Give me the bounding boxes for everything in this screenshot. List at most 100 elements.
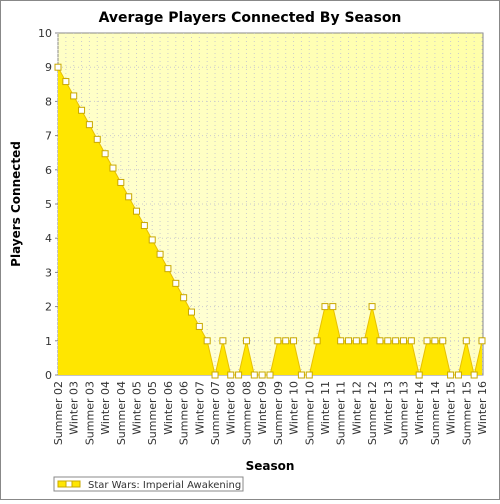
marker bbox=[415, 371, 423, 379]
marker bbox=[109, 164, 117, 172]
marker bbox=[195, 322, 203, 330]
marker bbox=[470, 371, 478, 379]
marker bbox=[250, 371, 258, 379]
marker bbox=[242, 337, 250, 345]
marker bbox=[462, 337, 470, 345]
x-tick-label: Summer 06 bbox=[178, 381, 191, 445]
marker bbox=[101, 150, 109, 158]
marker bbox=[376, 337, 384, 345]
x-tick-label: Winter 03 bbox=[68, 381, 81, 435]
marker bbox=[399, 337, 407, 345]
marker bbox=[78, 106, 86, 114]
marker bbox=[313, 337, 321, 345]
marker bbox=[384, 337, 392, 345]
y-tick-label: 10 bbox=[38, 27, 52, 40]
y-tick-label: 1 bbox=[45, 335, 52, 348]
x-tick-label: Winter 05 bbox=[131, 381, 144, 435]
marker bbox=[187, 308, 195, 316]
marker bbox=[478, 337, 486, 345]
marker bbox=[290, 337, 298, 345]
marker bbox=[447, 371, 455, 379]
x-tick-label: Summer 05 bbox=[146, 381, 159, 445]
marker bbox=[305, 371, 313, 379]
x-tick-label: Winter 08 bbox=[225, 381, 238, 435]
marker bbox=[439, 337, 447, 345]
y-tick-label: 4 bbox=[45, 232, 52, 245]
x-tick-label: Winter 12 bbox=[350, 381, 363, 435]
x-tick-label: Winter 06 bbox=[162, 381, 175, 435]
marker bbox=[133, 207, 141, 215]
marker bbox=[423, 337, 431, 345]
x-tick-label: Summer 03 bbox=[83, 381, 96, 445]
marker bbox=[85, 121, 93, 129]
marker bbox=[125, 193, 133, 201]
chart-title: Average Players Connected By Season bbox=[99, 10, 402, 26]
marker bbox=[407, 337, 415, 345]
marker bbox=[203, 337, 211, 345]
marker bbox=[368, 303, 376, 311]
marker bbox=[180, 294, 188, 302]
y-tick-label: 7 bbox=[45, 130, 52, 143]
marker bbox=[431, 337, 439, 345]
marker bbox=[227, 371, 235, 379]
x-tick-label: Winter 11 bbox=[319, 381, 332, 435]
marker bbox=[62, 78, 70, 86]
x-tick-label: Summer 07 bbox=[209, 381, 222, 445]
x-tick-label: Summer 12 bbox=[366, 381, 379, 445]
marker bbox=[93, 135, 101, 143]
marker bbox=[454, 371, 462, 379]
marker bbox=[54, 63, 62, 71]
marker bbox=[258, 371, 266, 379]
marker bbox=[235, 371, 243, 379]
x-axis-title: Season bbox=[246, 459, 295, 473]
marker bbox=[352, 337, 360, 345]
x-tick-label: Summer 02 bbox=[52, 381, 65, 445]
marker bbox=[282, 337, 290, 345]
marker bbox=[329, 303, 337, 311]
marker bbox=[392, 337, 400, 345]
marker bbox=[140, 222, 148, 230]
marker bbox=[211, 371, 219, 379]
marker bbox=[70, 92, 78, 100]
marker bbox=[321, 303, 329, 311]
x-tick-label: Summer 09 bbox=[272, 381, 285, 445]
y-axis-title: Players Connected bbox=[9, 141, 23, 267]
y-tick-label: 5 bbox=[45, 198, 52, 211]
marker bbox=[117, 178, 125, 186]
x-tick-label: Winter 09 bbox=[256, 381, 269, 435]
legend bbox=[53, 476, 244, 492]
marker bbox=[345, 337, 353, 345]
x-tick-label: Summer 14 bbox=[429, 381, 442, 445]
marker bbox=[360, 337, 368, 345]
marker bbox=[156, 250, 164, 258]
legend-marker bbox=[65, 480, 73, 488]
x-tick-label: Winter 14 bbox=[413, 381, 426, 435]
x-tick-label: Winter 10 bbox=[288, 381, 301, 435]
marker bbox=[297, 371, 305, 379]
area bbox=[58, 67, 482, 375]
y-tick-label: 9 bbox=[45, 61, 52, 74]
x-tick-label: Winter 15 bbox=[445, 381, 458, 435]
x-tick-label: Summer 08 bbox=[240, 381, 253, 445]
x-tick-label: Summer 04 bbox=[115, 381, 128, 445]
marker bbox=[164, 265, 172, 273]
x-tick-label: Summer 13 bbox=[397, 381, 410, 445]
y-tick-label: 8 bbox=[45, 95, 52, 108]
y-tick-label: 2 bbox=[45, 301, 52, 314]
marker bbox=[337, 337, 345, 345]
x-tick-label: Summer 11 bbox=[335, 381, 348, 445]
marker bbox=[219, 337, 227, 345]
x-tick-label: Summer 10 bbox=[303, 381, 316, 445]
x-tick-label: Summer 15 bbox=[460, 381, 473, 445]
y-tick-label: 6 bbox=[45, 164, 52, 177]
marker bbox=[266, 371, 274, 379]
x-tick-label: Winter 04 bbox=[99, 381, 112, 435]
legend-label: Star Wars: Imperial Awakening bbox=[88, 480, 241, 491]
marker bbox=[274, 337, 282, 345]
y-tick-label: 3 bbox=[45, 266, 52, 279]
marker bbox=[148, 236, 156, 244]
x-tick-label: Winter 13 bbox=[382, 381, 395, 435]
x-tick-label: Winter 07 bbox=[193, 381, 206, 435]
x-tick-label: Winter 16 bbox=[476, 381, 489, 435]
